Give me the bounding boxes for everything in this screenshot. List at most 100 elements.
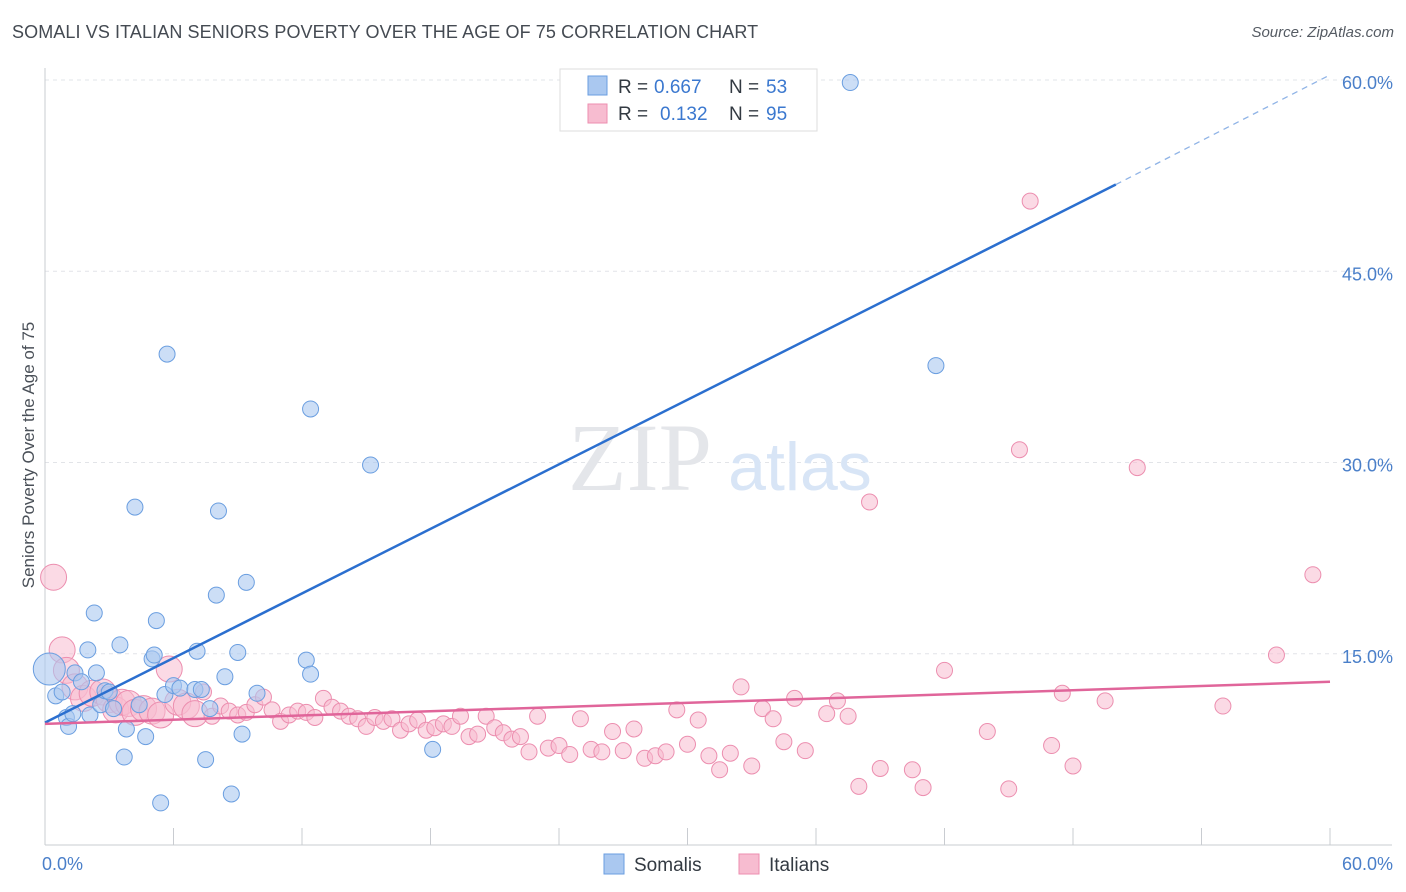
y-tick-label-2: 45.0% [1342, 264, 1393, 284]
italians-point-101 [1128, 459, 1146, 477]
series-legend: Somalis Italians [603, 853, 829, 876]
italians-point-61 [561, 745, 579, 763]
somalis-point-32 [192, 680, 210, 698]
italians-point-96 [1021, 192, 1039, 210]
italians-point-76 [721, 744, 739, 762]
legend-n-label-italians: N = [729, 104, 759, 125]
somalis-point-23 [145, 646, 163, 664]
somalis-point-2 [53, 683, 71, 701]
legend-r-label-italians: R = [618, 104, 648, 125]
somalis-point-38 [222, 785, 240, 803]
x-tick-label-0: 0.0% [42, 854, 83, 874]
italians-point-72 [679, 735, 696, 753]
trend-lines [44, 74, 1331, 726]
chart-title: SOMALI VS ITALIAN SENIORS POVERTY OVER T… [12, 22, 759, 42]
italians-point-57 [520, 743, 538, 761]
italians-point-81 [775, 733, 793, 751]
italians-point-62 [571, 710, 589, 728]
x-tick-label-1: 60.0% [1342, 854, 1393, 874]
somalis-point-39 [229, 643, 247, 661]
correlation-legend: R = 0.667 N = 53 R = 0.132 N = 95 [559, 68, 818, 132]
somalis-trend-extension [1115, 74, 1331, 186]
italians-point-75 [711, 761, 729, 779]
x-tick-labels: 0.0% 60.0% [42, 854, 1393, 874]
legend-r-label-somalis: R = [618, 77, 648, 98]
italians-point-32 [306, 709, 324, 726]
italians-point-89 [871, 760, 889, 777]
italians-point-0 [40, 563, 68, 591]
bottom-legend-swatch-somalis [603, 853, 625, 875]
italians-point-78 [743, 757, 761, 775]
somalis-point-44 [302, 665, 320, 683]
somalis-point-34 [201, 700, 219, 718]
somalis-point-25 [152, 794, 170, 812]
watermark-atlas: atlas [728, 429, 872, 505]
somalis-point-49 [927, 357, 945, 375]
italians-point-49 [451, 707, 469, 725]
somalis-point-11 [87, 664, 105, 682]
italians-point-83 [796, 742, 814, 760]
italians-trend-line [44, 680, 1331, 726]
y-tick-labels: 15.0% 30.0% 45.0% 60.0% [1342, 73, 1393, 667]
somalis-point-46 [362, 456, 380, 474]
italians-point-103 [1267, 646, 1285, 664]
italians-point-84 [818, 705, 836, 723]
somalis-point-42 [248, 684, 266, 702]
source-credit: Source: ZipAtlas.com [1251, 24, 1394, 41]
watermark: ZIP atlas [568, 404, 872, 511]
italians-point-51 [469, 725, 487, 743]
italians-point-86 [839, 707, 857, 725]
y-axis-label: Seniors Poverty Over the Age of 75 [19, 322, 38, 588]
legend-n-value-italians: 95 [766, 104, 787, 125]
somalis-point-37 [216, 668, 234, 686]
somalis-point-21 [137, 728, 155, 746]
italians-point-94 [1000, 780, 1018, 798]
italians-point-67 [625, 720, 643, 738]
italians-point-74 [700, 747, 718, 765]
y-tick-label-0: 15.0% [1342, 647, 1393, 667]
somalis-point-10 [85, 604, 103, 622]
somalis-point-7 [72, 673, 90, 691]
legend-r-value-italians: 0.132 [660, 104, 708, 125]
italians-point-70 [657, 743, 675, 761]
somalis-point-48 [841, 74, 859, 92]
somalis-point-27 [158, 345, 176, 363]
somalis-point-35 [207, 586, 225, 604]
somalis-point-33 [197, 751, 215, 769]
italians-point-65 [604, 723, 622, 741]
italians-point-85 [828, 692, 846, 710]
legend-r-value-somalis: 0.667 [654, 77, 702, 98]
y-tick-label-3: 60.0% [1342, 73, 1393, 93]
italians-point-93 [978, 723, 996, 741]
italians-point-64 [593, 743, 611, 761]
italians-point-66 [614, 742, 632, 760]
italians-point-97 [1043, 737, 1061, 755]
bottom-legend-swatch-italians [738, 853, 760, 875]
italians-point-98 [1053, 684, 1071, 702]
italians-point-56 [511, 728, 529, 746]
italians-point-104 [1304, 566, 1322, 584]
somalis-point-17 [115, 748, 133, 766]
bottom-legend-label-italians: Italians [769, 855, 829, 876]
gridlines [45, 79, 1392, 655]
axes [44, 68, 1392, 846]
legend-swatch-somalis [587, 75, 608, 96]
somalis-point-41 [237, 573, 255, 591]
italians-point-100 [1096, 692, 1114, 710]
italians-point-91 [914, 779, 932, 797]
watermark-zip: ZIP [568, 404, 712, 511]
somalis-point-16 [111, 636, 129, 654]
somalis-point-18 [117, 720, 135, 738]
somalis-point-29 [171, 679, 189, 697]
somalis-point-20 [130, 696, 148, 714]
bottom-legend-label-somalis: Somalis [634, 855, 702, 876]
somalis-point-36 [209, 502, 227, 520]
somalis-point-8 [79, 641, 97, 659]
somalis-point-15 [105, 700, 123, 718]
somalis-points [32, 74, 945, 812]
italians-point-77 [732, 678, 750, 696]
somalis-point-47 [424, 740, 442, 758]
legend-n-label-somalis: N = [729, 77, 759, 98]
y-tick-label-1: 30.0% [1342, 456, 1393, 476]
